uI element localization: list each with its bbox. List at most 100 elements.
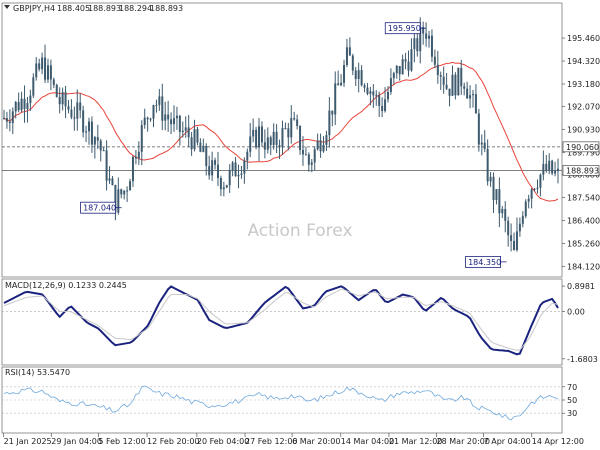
candle-body bbox=[310, 162, 313, 165]
candle-body bbox=[448, 88, 451, 96]
candle-body bbox=[225, 185, 228, 188]
candle-body bbox=[108, 178, 111, 181]
macd-panel[interactable]: MACD(12,26,9) 0.1233 0.2445 bbox=[1, 278, 563, 366]
candle-body bbox=[331, 110, 334, 115]
candle-body bbox=[348, 47, 351, 56]
price-tick-label: 195.460 bbox=[567, 34, 600, 43]
candle-body bbox=[205, 145, 208, 167]
candle-body bbox=[52, 79, 55, 85]
candle-body bbox=[17, 101, 20, 111]
candle-body bbox=[231, 162, 234, 171]
candles-layer bbox=[3, 17, 559, 252]
candle-body bbox=[524, 201, 527, 217]
moving-average-layer bbox=[3, 61, 559, 202]
reference-price-box bbox=[562, 165, 600, 176]
candle-body bbox=[413, 38, 416, 50]
rsi-tick-label: 50 bbox=[567, 396, 577, 405]
candle-body bbox=[67, 106, 70, 110]
moving-average-line bbox=[3, 61, 559, 202]
price-panel-border bbox=[1, 2, 563, 278]
time-tick-label: 29 Jan 04:00 bbox=[51, 437, 102, 446]
candle-body bbox=[439, 75, 442, 77]
time-tick-label: 6 Mar 20:00 bbox=[292, 437, 340, 446]
candle-body bbox=[486, 148, 489, 182]
candle-body bbox=[143, 117, 146, 125]
candle-body bbox=[181, 130, 184, 132]
candle-body bbox=[93, 137, 96, 145]
candle-body bbox=[258, 126, 261, 148]
time-tick-label: 14 Mar 04:00 bbox=[341, 437, 394, 446]
rsi-title: RSI(14) 53.5470 bbox=[5, 368, 70, 377]
candle-body bbox=[381, 105, 384, 112]
candle-body bbox=[375, 95, 378, 97]
macd-tick-label: 0.00 bbox=[567, 307, 585, 316]
candle-body bbox=[246, 151, 249, 161]
candle-body bbox=[114, 184, 117, 213]
candle-body bbox=[457, 67, 460, 96]
candle-body bbox=[492, 176, 495, 200]
macd-panel-border bbox=[1, 278, 563, 366]
candle-body bbox=[316, 140, 319, 150]
candle-body bbox=[290, 118, 293, 138]
candle-body bbox=[260, 126, 263, 143]
annotation-box bbox=[465, 255, 502, 268]
candle-body bbox=[269, 137, 272, 145]
candle-body bbox=[507, 220, 510, 236]
candle-body bbox=[445, 84, 448, 89]
time-tick-label: 27 Feb 12:00 bbox=[245, 437, 297, 446]
candle-body bbox=[216, 164, 219, 179]
price-tick-label: 185.260 bbox=[567, 240, 600, 249]
candle-body bbox=[401, 59, 404, 75]
candle-body bbox=[105, 150, 108, 181]
candle-body bbox=[214, 160, 217, 165]
candle-body bbox=[55, 84, 58, 97]
candle-body bbox=[384, 99, 387, 112]
candle-body bbox=[416, 38, 419, 52]
time-tick-label: 28 Mar 20:00 bbox=[437, 437, 490, 446]
candle-body bbox=[155, 104, 158, 106]
candle-body bbox=[425, 33, 428, 39]
candle-body bbox=[23, 98, 26, 110]
candle-body bbox=[395, 65, 398, 74]
candle-body bbox=[301, 149, 304, 155]
candle-body bbox=[123, 190, 126, 195]
candle-body bbox=[319, 140, 322, 152]
candle-body bbox=[530, 189, 533, 199]
collapse-triangle-icon[interactable] bbox=[4, 5, 10, 9]
price-annotations: 195.950 187.040 184.350 bbox=[80, 22, 507, 268]
candle-body bbox=[85, 131, 88, 133]
candle-body bbox=[548, 160, 551, 171]
candle-body bbox=[533, 188, 536, 190]
candle-body bbox=[469, 95, 472, 99]
price-panel[interactable]: Action Forex 195.950 187.040 184.350 GBPJP… bbox=[1, 2, 563, 278]
candle-body bbox=[8, 121, 11, 124]
time-tick-label: 14 Apr 12:00 bbox=[532, 437, 584, 446]
macd-lines bbox=[2, 285, 562, 356]
candle-body bbox=[266, 137, 269, 150]
rsi-lines bbox=[2, 385, 562, 421]
rsi-tick-label: 30 bbox=[567, 409, 577, 418]
macd-tick-label: -1.6803 bbox=[567, 355, 598, 364]
candle-body bbox=[29, 95, 32, 104]
candle-body bbox=[354, 70, 357, 80]
candle-body bbox=[111, 178, 114, 185]
candle-body bbox=[64, 92, 67, 107]
candle-body bbox=[178, 115, 181, 132]
candle-body bbox=[158, 96, 161, 105]
candle-body bbox=[296, 119, 299, 126]
candle-body bbox=[49, 65, 52, 80]
candle-body bbox=[360, 70, 363, 86]
candle-body bbox=[202, 145, 205, 152]
candle-body bbox=[149, 118, 152, 120]
candle-body bbox=[460, 67, 463, 87]
rsi-line bbox=[3, 385, 559, 421]
candle-body bbox=[152, 105, 155, 119]
candle-body bbox=[428, 35, 431, 39]
candle-body bbox=[140, 124, 143, 152]
annotation-label: 184.350 bbox=[468, 258, 501, 267]
candle-body bbox=[378, 95, 381, 106]
header-high: 188.893 bbox=[88, 4, 121, 13]
candle-body bbox=[79, 102, 82, 111]
